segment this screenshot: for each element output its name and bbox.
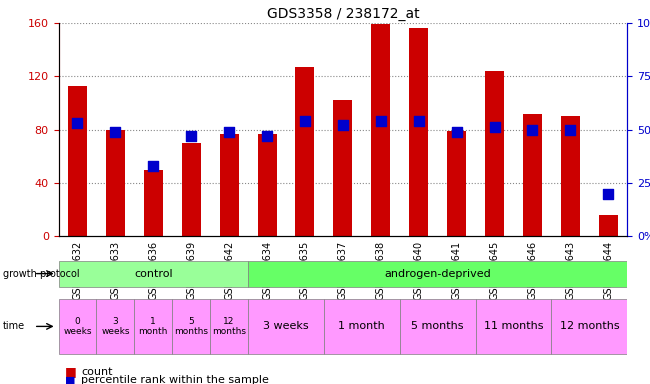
Text: androgen-deprived: androgen-deprived: [384, 268, 491, 279]
Text: 12 months: 12 months: [560, 321, 619, 331]
Point: [565, 126, 576, 132]
Title: GDS3358 / 238172_at: GDS3358 / 238172_at: [266, 7, 419, 21]
Bar: [96, 299, 135, 354]
Point: [224, 129, 234, 135]
Text: 12
months: 12 months: [212, 317, 246, 336]
Bar: [172, 299, 210, 354]
Text: ■: ■: [65, 365, 77, 378]
Bar: [58, 299, 96, 354]
Text: control: control: [134, 268, 173, 279]
Bar: [333, 100, 352, 236]
Point: [110, 129, 121, 135]
Point: [527, 126, 538, 132]
Text: ■: ■: [65, 375, 75, 384]
Bar: [210, 299, 248, 354]
Text: time: time: [3, 321, 25, 331]
Point: [300, 118, 310, 124]
Point: [376, 118, 386, 124]
Point: [186, 133, 196, 139]
Text: 5
months: 5 months: [174, 317, 208, 336]
Text: 5 months: 5 months: [411, 321, 464, 331]
Bar: [257, 134, 276, 236]
Bar: [248, 299, 324, 354]
Point: [451, 129, 462, 135]
Bar: [371, 24, 390, 236]
Point: [262, 133, 272, 139]
Bar: [182, 143, 201, 236]
Text: 1 month: 1 month: [339, 321, 385, 331]
Bar: [324, 299, 400, 354]
Bar: [561, 116, 580, 236]
Text: percentile rank within the sample: percentile rank within the sample: [81, 375, 269, 384]
Bar: [248, 261, 627, 286]
Bar: [523, 114, 542, 236]
Point: [148, 163, 159, 169]
Text: 3 weeks: 3 weeks: [263, 321, 309, 331]
Text: 0
weeks: 0 weeks: [63, 317, 92, 336]
Bar: [296, 67, 315, 236]
Bar: [400, 299, 476, 354]
Point: [489, 124, 500, 131]
Text: 11 months: 11 months: [484, 321, 543, 331]
Bar: [58, 261, 248, 286]
Text: 1
month: 1 month: [138, 317, 168, 336]
Point: [603, 190, 614, 197]
Text: growth protocol: growth protocol: [3, 268, 80, 279]
Bar: [144, 170, 162, 236]
Text: count: count: [81, 367, 112, 377]
Point: [337, 122, 348, 128]
Bar: [220, 134, 239, 236]
Point: [72, 120, 83, 126]
Bar: [447, 131, 466, 236]
Text: 3
weeks: 3 weeks: [101, 317, 129, 336]
Bar: [551, 299, 627, 354]
Bar: [135, 299, 172, 354]
Bar: [485, 71, 504, 236]
Bar: [476, 299, 551, 354]
Point: [413, 118, 424, 124]
Bar: [106, 129, 125, 236]
Bar: [599, 215, 617, 236]
Bar: [410, 28, 428, 236]
Bar: [68, 86, 87, 236]
